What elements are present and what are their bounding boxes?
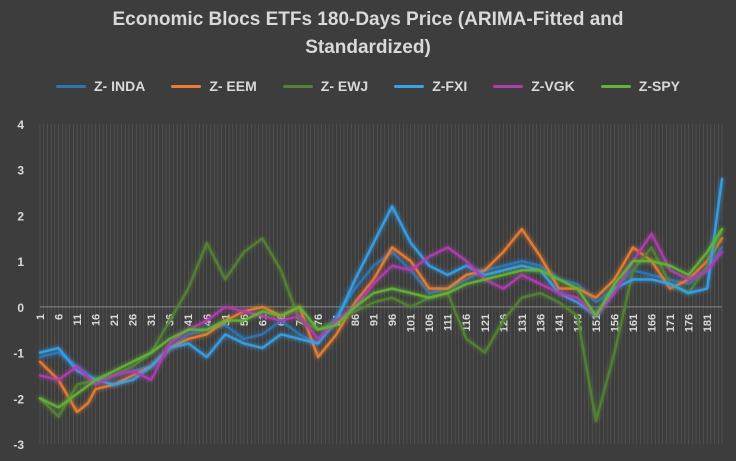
legend-entry: Z-VGK xyxy=(493,78,575,94)
legend-swatch xyxy=(493,84,524,88)
legend-swatch xyxy=(394,84,425,88)
x-tick-label: 136 xyxy=(535,314,547,332)
legend-label: Z-VGK xyxy=(531,78,575,94)
y-tick-label: -3 xyxy=(13,438,24,452)
series-line-z-spy xyxy=(38,227,724,409)
x-tick-label: 96 xyxy=(387,314,399,326)
legend-entry: Z-SPY xyxy=(600,78,681,94)
x-tick-label: 6 xyxy=(54,314,66,320)
x-tick-label: 101 xyxy=(406,314,418,332)
x-tick-label: 171 xyxy=(665,314,677,332)
x-tick-label: 91 xyxy=(369,314,381,326)
chart-title-line-2: Standardized) xyxy=(305,37,431,58)
y-tick-label: 2 xyxy=(17,209,24,223)
x-tick-label: 141 xyxy=(554,314,566,332)
x-tick-label: 26 xyxy=(128,314,140,326)
chart-title-line-1: Economic Blocs ETFs 180-Days Price (ARIM… xyxy=(112,9,624,30)
x-tick-label: 76 xyxy=(313,314,325,326)
legend-swatch xyxy=(600,84,631,88)
x-tick-label: 106 xyxy=(424,314,436,332)
legend-entry: Z- EWJ xyxy=(282,78,369,94)
x-tick-label: 111 xyxy=(443,314,455,331)
y-tick-label: 0 xyxy=(17,301,24,315)
y-tick-label: -2 xyxy=(13,392,24,406)
legend-swatch xyxy=(282,84,313,88)
x-tick-label: 151 xyxy=(591,314,603,332)
y-tick-label: -1 xyxy=(13,347,24,361)
legend-label: Z- INDA xyxy=(93,78,146,94)
x-tick-label: 161 xyxy=(628,314,640,332)
series-line-z-ewj xyxy=(38,227,724,423)
chart-legend: Z- INDA Z- EEM Z- EWJ Z-FXI Z-VGK Z-SPY xyxy=(0,78,736,94)
legend-label: Z-SPY xyxy=(638,78,681,94)
x-tick-label: 156 xyxy=(610,314,622,332)
x-tick-label: 21 xyxy=(109,314,121,326)
x-tick-label: 16 xyxy=(91,314,103,326)
legend-label: Z- EEM xyxy=(209,78,257,94)
legend-entry: Z- EEM xyxy=(171,78,257,94)
legend-label: Z-FXI xyxy=(432,78,468,94)
series-line-z-eem xyxy=(38,227,724,414)
legend-swatch xyxy=(55,84,86,88)
y-tick-label: 3 xyxy=(17,164,24,178)
legend-swatch xyxy=(171,84,202,88)
x-tick-label: 126 xyxy=(498,314,510,332)
x-tick-label: 11 xyxy=(72,314,84,326)
x-tick-label: 116 xyxy=(461,314,473,332)
x-tick-label: 41 xyxy=(183,314,195,326)
legend-entry: Z- INDA xyxy=(55,78,146,94)
legend-entry: Z-FXI xyxy=(394,78,467,94)
y-tick-label: 4 xyxy=(17,118,24,132)
series-line-z-fxi xyxy=(38,177,724,386)
x-tick-label: 131 xyxy=(517,314,529,332)
chart-title: Economic Blocs ETFs 180-Days Price (ARIM… xyxy=(0,6,736,62)
x-tick-label: 1 xyxy=(35,314,47,320)
x-tick-label: 86 xyxy=(350,314,362,326)
series-line-z-vgk xyxy=(38,232,724,386)
y-tick-label: 1 xyxy=(17,255,24,269)
x-tick-label: 176 xyxy=(684,314,696,332)
x-tick-label: 31 xyxy=(146,314,158,326)
x-tick-label: 166 xyxy=(647,314,659,332)
x-tick-label: 181 xyxy=(702,314,714,332)
x-tick-label: 121 xyxy=(480,314,492,332)
legend-label: Z- EWJ xyxy=(320,78,369,94)
